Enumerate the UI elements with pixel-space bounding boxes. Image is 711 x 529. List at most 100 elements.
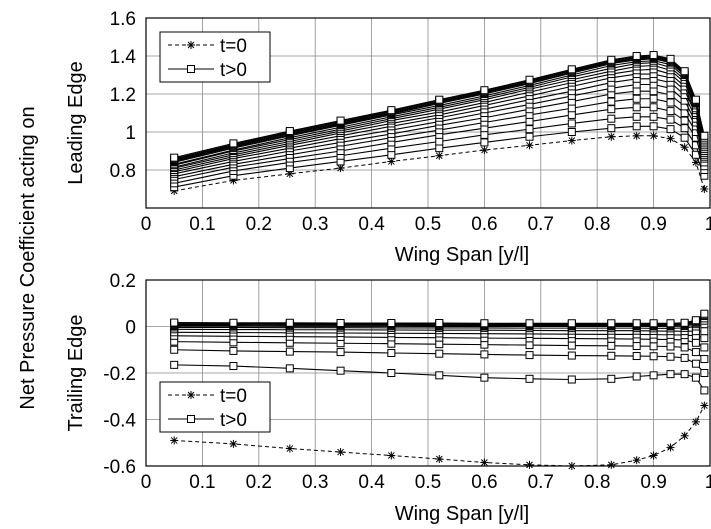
top-y-tick-label: 1.2: [110, 85, 136, 106]
top-series-5-point: [632, 87, 641, 96]
bottom-series-12-point: [525, 319, 534, 328]
top-series-2-point: [649, 112, 658, 121]
bottom-x-tick-label: 0.6: [471, 472, 497, 493]
bottom-series-3-point: [680, 343, 689, 352]
top-series-0-point: [680, 143, 689, 152]
top-legend: t=0t>0: [159, 31, 271, 83]
top-series-0-point: [567, 136, 576, 145]
bottom-series-1-point: [229, 362, 238, 371]
top-series-2-point: [567, 119, 576, 128]
top-series-11-line: [174, 62, 705, 165]
bottom-y-tick-label: 0: [125, 318, 136, 339]
bottom-series-12-point: [691, 316, 700, 325]
bottom-series-2-point: [387, 349, 396, 358]
top-series-4-point: [649, 94, 658, 103]
top-legend-marker-1: [187, 65, 195, 73]
bottom-series-1-point: [567, 375, 576, 384]
bottom-series-2-point: [285, 347, 294, 356]
top-series-17-point: [649, 51, 658, 60]
bottom-series-1-point: [607, 374, 616, 383]
top-series-1-point: [666, 125, 675, 134]
shared-y-axis-label: Net Pressure Coefficient acting on: [17, 106, 39, 409]
bottom-series-0-point: [649, 451, 658, 460]
bottom-legend-marker-0: [187, 391, 195, 399]
bottom-chart-trailing-edge: 0 0.1 0.2 0.3 0.4 0.5 0.6 0.7 0.8 0.9 1 -0.6-0.4-0…: [65, 271, 711, 525]
bottom-series-2-point: [666, 352, 675, 361]
bottom-series-10-line: [174, 315, 705, 326]
bottom-series-1: [170, 360, 709, 395]
bottom-series-5-point: [700, 334, 709, 343]
top-series-17-point: [170, 153, 179, 162]
bottom-series-1-point: [435, 371, 444, 380]
top-series-4-point: [567, 104, 576, 113]
bottom-series-3-point: [691, 348, 700, 357]
top-series-17-line: [174, 54, 705, 159]
bottom-y-tick-label: 0.2: [110, 271, 136, 292]
bottom-series-0-point: [285, 444, 294, 453]
bottom-series-2-point: [700, 369, 709, 377]
top-series-1-point: [387, 150, 396, 159]
bottom-x-tick-label: 0.1: [189, 472, 215, 493]
top-chart-leading-edge: 0 0.1 0.2 0.3 0.4 0.5 0.6 0.7 0.8 0.9 1 0.8 1 1.2 1.4…: [65, 9, 711, 266]
top-series: [170, 51, 709, 195]
top-series-17-point: [336, 116, 345, 125]
top-series-5-line: [174, 90, 705, 175]
bottom-series-0-point: [607, 460, 616, 469]
bottom-legend-box: [159, 381, 271, 433]
top-series-17-point: [525, 75, 534, 84]
bottom-series-0-point: [632, 456, 641, 465]
bottom-series-1-point: [632, 372, 641, 381]
top-x-tick-label: 0: [141, 214, 152, 235]
top-series-0-point: [649, 131, 658, 140]
top-series-0-line: [174, 135, 705, 192]
bottom-series-4-line: [174, 335, 705, 348]
top-y-tick-label: 0.8: [110, 161, 136, 182]
top-series-14-line: [174, 57, 705, 162]
top-legend-box: [159, 31, 271, 83]
bottom-series-0-point: [480, 458, 489, 467]
top-series-17: [170, 51, 709, 162]
top-series-3-point: [666, 107, 675, 116]
bottom-series-12-point: [170, 318, 179, 327]
bottom-series-2-point: [480, 350, 489, 359]
bottom-series-0-point: [229, 439, 238, 448]
bottom-series-3-point: [525, 341, 534, 350]
bottom-series-2-point: [691, 359, 700, 368]
bottom-series-2-point: [170, 345, 179, 354]
top-series-6-line: [174, 83, 705, 173]
bottom-series-1-point: [666, 370, 675, 379]
top-series-2-point: [607, 114, 616, 123]
top-y-tick-label: 1.4: [110, 47, 137, 68]
bottom-series-8-line: [174, 320, 705, 328]
top-series-0-point: [666, 134, 675, 143]
bottom-x-tick-label: 1: [705, 472, 711, 493]
top-series-17-point: [607, 55, 616, 64]
top-x-tick-label: 0.1: [189, 214, 215, 235]
bottom-series-6-point: [700, 327, 709, 336]
bottom-series-12-point: [666, 319, 675, 328]
top-series-2-point: [632, 112, 641, 121]
top-series-1-point: [480, 138, 489, 147]
bottom-y-tick-label: -0.4: [103, 411, 136, 432]
top-x-ticks: 0 0.1 0.2 0.3 0.4 0.5 0.6 0.7 0.8 0.9 1: [141, 214, 711, 235]
bottom-series-0-point: [387, 451, 396, 460]
bottom-legend-marker-1: [187, 415, 195, 423]
top-series-0-point: [387, 157, 396, 166]
top-series-3-point: [567, 110, 576, 119]
bottom-x-tick-label: 0.2: [246, 472, 272, 493]
bottom-x-tick-label: 0.7: [528, 472, 554, 493]
bottom-x-axis-label: Wing Span [y/l]: [395, 503, 530, 525]
top-series-5-point: [666, 90, 675, 99]
top-series-3-point: [607, 105, 616, 114]
bottom-series-0-point: [336, 448, 345, 457]
bottom-series-2-point: [680, 353, 689, 362]
bottom-series-12: [170, 309, 709, 328]
top-series-17-point: [632, 52, 641, 60]
top-series-2-point: [680, 124, 689, 133]
bottom-series-3-point: [480, 340, 489, 349]
top-series-0-point: [336, 164, 345, 173]
top-series-2-point: [666, 115, 675, 124]
bottom-series-12-point: [680, 318, 689, 327]
top-x-tick-label: 0.5: [415, 214, 441, 235]
bottom-series-5-line: [174, 331, 705, 339]
